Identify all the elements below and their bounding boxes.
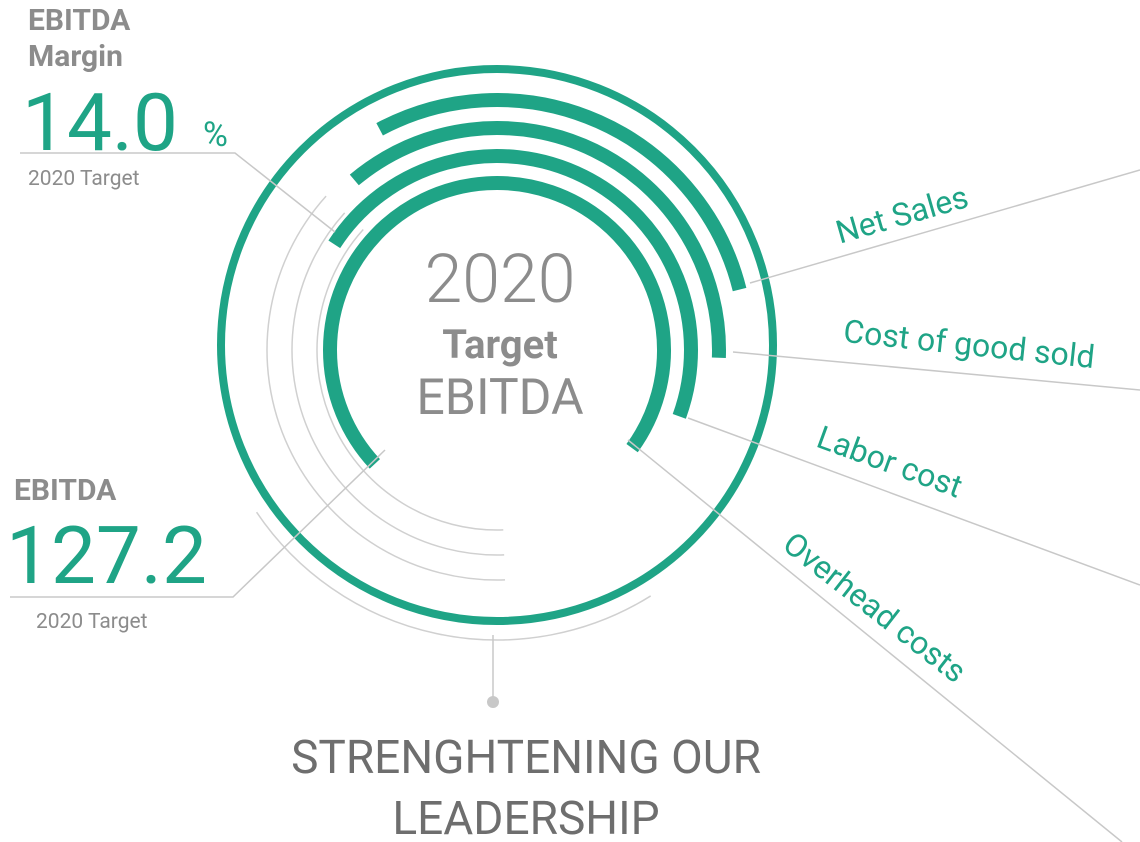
leader-line [20,152,336,233]
caption: 2020 Target [28,167,140,191]
margin-title: EBITDA [28,3,131,38]
ebitda-title: EBITDA [14,473,117,508]
margin-unit: % [203,115,228,155]
dot [487,696,499,708]
guide-arc [291,212,505,556]
leader-line [687,417,1140,586]
guide-arc [266,195,506,581]
shapes [217,65,777,641]
leader-line [627,439,1123,842]
center-text: EBITDA [416,369,583,427]
label: Overhead costs [776,524,974,690]
title: LEADERSHIP [392,792,659,842]
label: Cost of good sold [842,312,1097,376]
center-year: 2020 [425,239,576,319]
leader-lines [10,152,1140,842]
guide-arc [316,229,504,531]
arc [376,93,747,292]
margin-value: 14.0 [22,76,178,170]
arc [323,176,671,469]
caption: 2020 Target [36,610,148,634]
guide-arc [255,511,652,641]
ebitda-value: 127.2 [6,509,207,603]
margin-title: Margin [28,39,123,74]
outer-ring [217,65,777,625]
title: STRENGHTENING OUR [291,731,761,785]
arc [349,121,726,358]
leader-line [749,169,1140,284]
label: Net Sales [831,177,972,251]
center-text: Target [442,321,558,368]
arc [328,149,698,419]
leader-line [732,351,1140,391]
leader-line [10,449,386,598]
